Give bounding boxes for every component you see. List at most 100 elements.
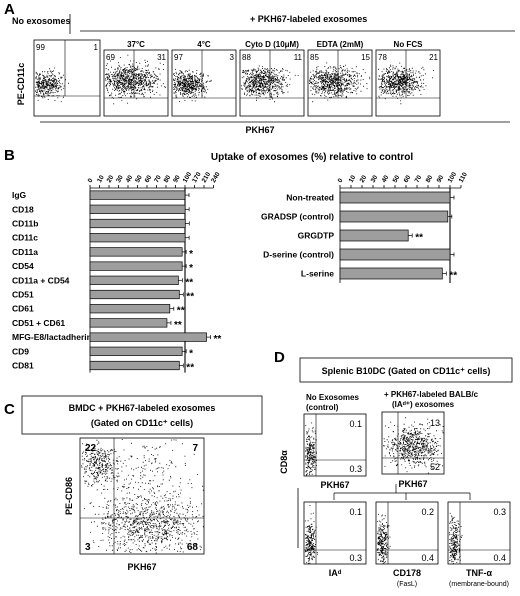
category-label: GRADSP (control) — [261, 212, 334, 222]
plot-title: No FCS — [394, 40, 424, 49]
x-axis-label: PKH67 — [398, 479, 427, 489]
flow-plot-d-tnf: 0.3 0.4 TNF-α (membrane-bound) — [447, 501, 511, 588]
pkh67-axis-label: PKH67 — [245, 125, 274, 135]
x-tick-label: 30 — [115, 174, 125, 184]
bar — [89, 275, 179, 285]
flow-plot-d-exosomes: + PKH67-labeled BALB/c (IAᵈ⁺) exosomes 1… — [381, 390, 479, 489]
plot-title: 37°C — [127, 40, 145, 49]
x-tick-label: 110 — [458, 171, 469, 184]
plot-title: EDTA (2mM) — [317, 40, 364, 49]
x-axis-sublabel: (FasL) — [397, 581, 417, 588]
flow-plot-d-iad: 0.1 0.3 IAᵈ — [303, 501, 367, 578]
flow-plot-d-cd178: 0.2 0.4 CD178 (FasL) — [375, 501, 439, 588]
bar — [89, 247, 183, 257]
x-tick-label: 80 — [163, 174, 173, 184]
significance-marker: * — [189, 263, 193, 274]
quadrant-ul-value: 88 — [242, 53, 251, 62]
flow-plot-a4: Cyto D (10μM) 88 11 — [239, 40, 305, 117]
x-tick-label: 100 — [182, 171, 194, 184]
flow-plot-c: 22 7 3 68 PE-CD86 PKH67 — [64, 437, 205, 572]
x-tick-label: 90 — [172, 174, 182, 184]
plot-frame — [375, 501, 439, 565]
bar — [89, 204, 186, 214]
quadrant-ur-value: 0.1 — [349, 507, 362, 517]
flow-plot-a5: EDTA (2mM) 85 15 — [307, 40, 373, 117]
bar — [89, 218, 186, 229]
pe-cd86-axis-label: PE-CD86 — [64, 477, 74, 515]
category-label: CD54 — [12, 261, 34, 271]
plot-frame — [303, 413, 367, 477]
significance-marker: ** — [214, 334, 222, 345]
category-label: CD11c — [12, 233, 38, 243]
category-label: IgG — [12, 190, 27, 200]
significance-marker: ** — [449, 271, 457, 282]
flow-plot-a3: 4°C 97 3 — [171, 40, 237, 117]
x-axis-label: IAᵈ — [329, 568, 342, 578]
quadrant-ul-value: 85 — [310, 53, 319, 62]
x-tick-label: 50 — [392, 174, 402, 184]
bar — [89, 233, 186, 243]
plot-title-line2: (control) — [306, 403, 339, 412]
quadrant-ur-value: 3 — [230, 53, 235, 62]
panel-d-caption: Splenic B10DC (Gated on CD11c⁺ cells) — [322, 366, 491, 376]
quadrant-lr-value: 0.3 — [349, 553, 362, 563]
x-tick-label: 10 — [348, 174, 358, 184]
bar — [89, 346, 183, 356]
significance-marker: ** — [185, 277, 193, 288]
plot-frame — [33, 39, 101, 117]
uptake-bar-chart-peptides: 0 10 20 30 40 50 60 70 80 90 100 110 Non-treated GRAD… — [261, 171, 469, 283]
category-label: CD11a — [12, 247, 38, 257]
x-tick-label: 100 — [447, 171, 459, 184]
x-tick-label: 240 — [210, 171, 222, 184]
category-label: MFG-E8/lactadherin — [12, 332, 92, 342]
category-label: CD9 — [12, 346, 29, 356]
x-tick-label: 40 — [381, 174, 391, 184]
x-tick-label: 60 — [144, 174, 154, 184]
quadrant-lr-value: 68 — [187, 542, 199, 553]
quadrant-ur-value: 15 — [361, 53, 370, 62]
category-label: CD51 — [12, 290, 34, 300]
x-tick-label: 40 — [125, 174, 135, 184]
plot-title-line1: No Exosomes — [306, 393, 359, 402]
plot-title-line1: + PKH67-labeled BALB/c — [384, 390, 479, 399]
panel-c-caption-line2: (Gated on CD11c⁺ cells) — [91, 418, 193, 428]
category-label: CD81 — [12, 361, 34, 371]
category-label: CD51 + CD61 — [12, 318, 65, 328]
quadrant-ur-value: 0.1 — [349, 419, 362, 429]
quadrant-ur-value: 0.3 — [493, 507, 506, 517]
panel-b-title: Uptake of exosomes (%) relative to contr… — [211, 152, 413, 163]
quadrant-ul-value: 78 — [378, 53, 387, 62]
bar — [339, 267, 443, 280]
flow-plot-a1: 99 1 — [33, 39, 101, 117]
quadrant-ur-value: 0.2 — [421, 507, 434, 517]
category-label: CD11a + CD54 — [12, 275, 70, 285]
plot-frame — [103, 49, 169, 117]
quadrant-ur-value: 31 — [157, 53, 166, 62]
bar — [89, 318, 168, 328]
plot-frame — [79, 437, 205, 555]
plot-frame — [307, 49, 373, 117]
x-tick-label: 0 — [87, 177, 95, 184]
bar — [339, 248, 451, 261]
flow-plot-d-control: No Exosomes (control) 0.1 0.3 PKH67 — [303, 393, 367, 490]
plot-frame — [375, 49, 441, 117]
bar — [339, 191, 451, 204]
x-axis-label: CD178 — [393, 568, 421, 578]
significance-marker: * — [189, 249, 193, 260]
x-tick-label: 80 — [425, 174, 435, 184]
x-tick-label: 10 — [96, 174, 106, 184]
flow-plot-a6: No FCS 78 21 — [375, 40, 441, 117]
pe-cd11c-axis-label: PE-CD11c — [16, 63, 26, 106]
flow-plot-a2: 37°C 69 31 — [103, 40, 169, 117]
quadrant-ll-value: 3 — [85, 542, 91, 553]
panel-letter-c: C — [4, 401, 15, 418]
quadrant-lr-value: 0.4 — [421, 553, 434, 563]
bar — [339, 229, 409, 242]
significance-marker: * — [189, 348, 193, 359]
plot-frame — [239, 49, 305, 117]
significance-marker: ** — [186, 363, 194, 374]
x-tick-label: 20 — [106, 174, 116, 184]
x-tick-label: 90 — [436, 174, 446, 184]
